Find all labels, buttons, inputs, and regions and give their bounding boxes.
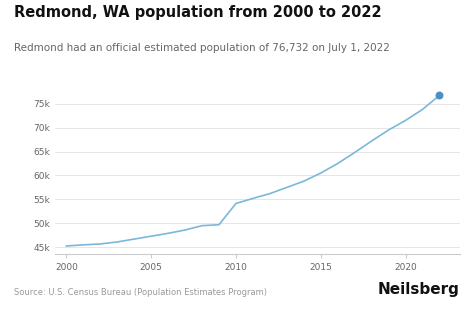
Text: Redmond, WA population from 2000 to 2022: Redmond, WA population from 2000 to 2022 — [14, 5, 382, 20]
Text: Redmond had an official estimated population of 76,732 on July 1, 2022: Redmond had an official estimated popula… — [14, 43, 390, 53]
Text: Neilsberg: Neilsberg — [378, 282, 460, 297]
Point — [436, 93, 443, 98]
Text: Source: U.S. Census Bureau (Population Estimates Program): Source: U.S. Census Bureau (Population E… — [14, 288, 267, 297]
